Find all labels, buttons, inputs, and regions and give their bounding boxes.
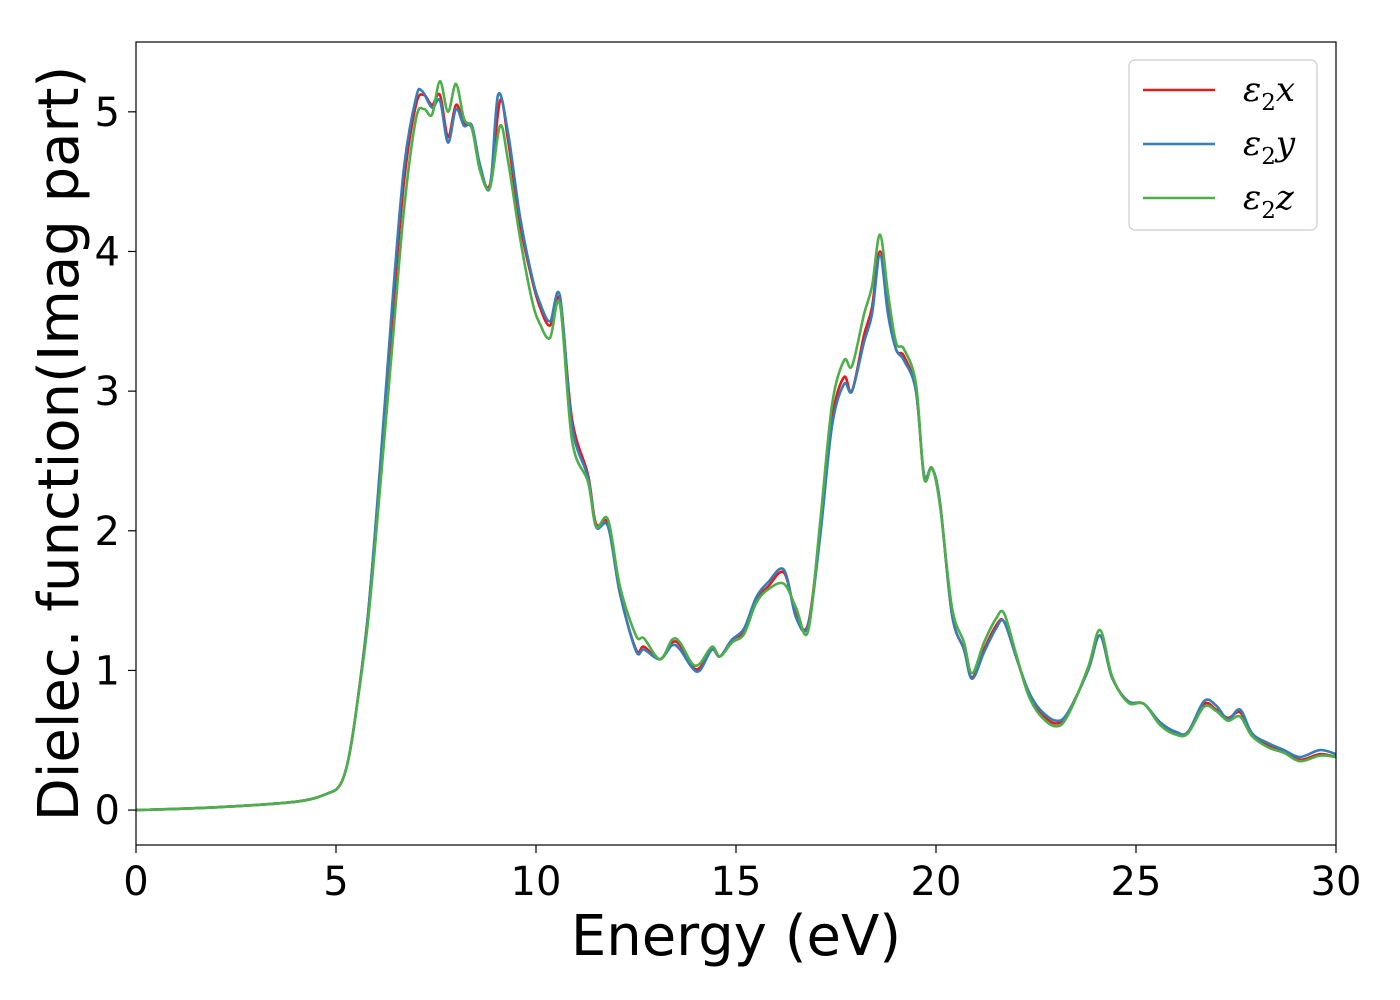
legend-symbol: ε [1243, 70, 1261, 110]
y-tick-label: 5 [95, 90, 120, 136]
legend-symbol: ε [1243, 124, 1261, 164]
legend-symbol: ε [1243, 178, 1261, 218]
x-tick-label: 10 [511, 859, 562, 905]
legend-subscript: 2 [1261, 198, 1276, 224]
legend-entry: ε2y [1243, 124, 1296, 170]
y-tick-label: 1 [95, 648, 120, 694]
x-tick-label: 5 [323, 859, 348, 905]
x-tick-label: 15 [711, 859, 762, 905]
x-tick-label: 20 [911, 859, 962, 905]
y-axis: 0 1 2 3 4 5 [95, 90, 136, 834]
legend-box [1128, 59, 1318, 231]
y-tick-label: 0 [95, 788, 120, 834]
series-lines [135, 79, 1337, 812]
legend-subscript: 2 [1261, 144, 1276, 170]
series-line-y [135, 87, 1337, 812]
y-tick-label: 2 [95, 509, 120, 555]
x-axis-title: Energy (eV) [571, 904, 901, 969]
legend-component: x [1276, 70, 1295, 110]
legend-component: z [1275, 178, 1295, 218]
x-tick-label: 30 [1311, 859, 1362, 905]
legend-entry: ε2z [1243, 178, 1295, 224]
y-axis-title: Dielec. function(Imag part) [27, 66, 92, 822]
legend-entry: ε2x [1243, 70, 1295, 116]
y-tick-label: 3 [95, 369, 120, 415]
y-tick-label: 4 [95, 229, 120, 275]
legend-component: y [1274, 124, 1296, 164]
series-line-z [135, 79, 1337, 812]
legend-subscript: 2 [1261, 90, 1276, 116]
x-tick-label: 0 [123, 859, 148, 905]
x-axis: 0 5 10 15 20 25 30 [123, 845, 1361, 905]
x-tick-label: 25 [1111, 859, 1162, 905]
